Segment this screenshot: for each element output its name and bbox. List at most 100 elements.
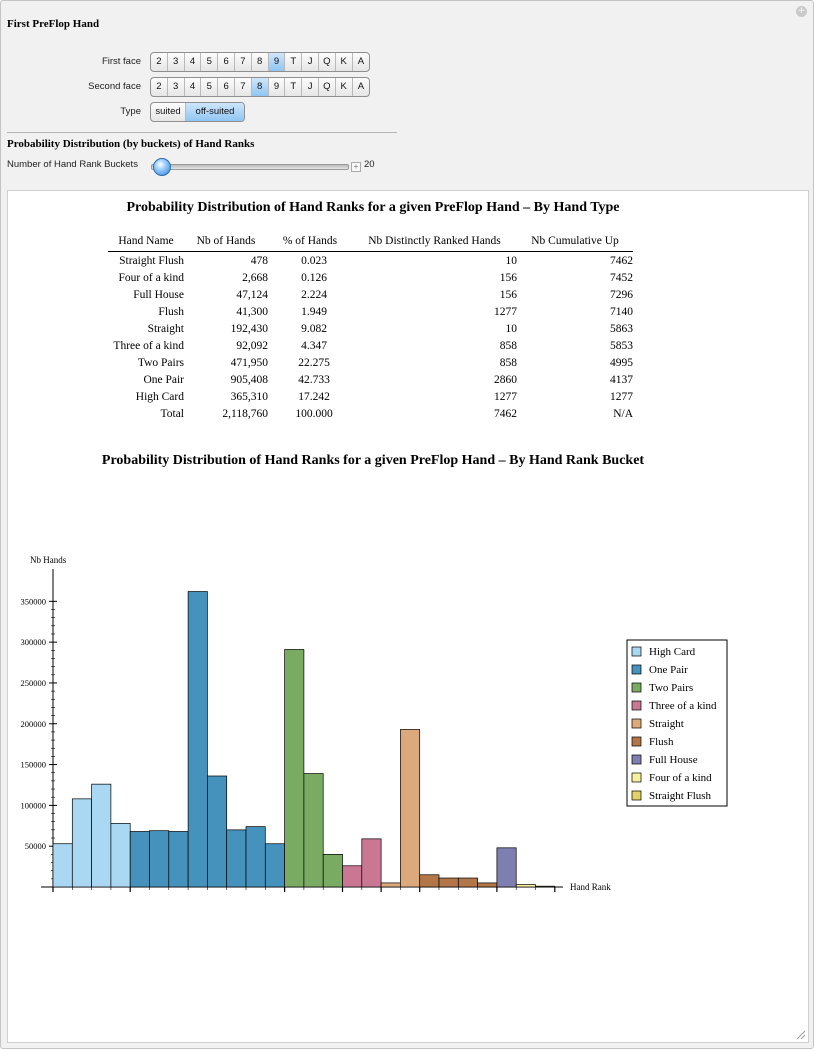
- legend-swatch: [631, 682, 642, 693]
- table-cell: 100.000: [295, 407, 333, 420]
- second-face-label: Second face: [88, 81, 141, 92]
- first-face-option-q[interactable]: Q: [319, 53, 336, 71]
- bar: [284, 649, 305, 888]
- bar: [457, 877, 478, 888]
- table-cell: 858: [499, 339, 517, 352]
- resize-grip-icon[interactable]: [795, 1029, 805, 1039]
- second-face-option-k[interactable]: K: [336, 78, 353, 96]
- bar: [207, 775, 228, 888]
- table-cell: 17.242: [298, 390, 330, 403]
- table-row: High Card 365,310 17.242 1277 1277: [108, 388, 633, 405]
- legend: High Card One Pair Two Pairs Three of a kin…: [626, 639, 728, 807]
- table-cell: 478: [250, 254, 268, 267]
- first-face-option-a[interactable]: A: [357, 56, 365, 67]
- legend-entry: Three of a kind: [649, 700, 717, 712]
- table-row: Straight 192,430 9.082 10 5863: [108, 320, 633, 337]
- slider-thumb[interactable]: [153, 158, 172, 176]
- second-face-option-9[interactable]: 9: [269, 78, 286, 96]
- second-face-option-6[interactable]: 6: [218, 78, 235, 96]
- legend-swatch: [631, 736, 642, 747]
- first-face-option-9[interactable]: 9: [268, 53, 286, 71]
- table-cell: 1.949: [301, 305, 327, 318]
- legend-swatch: [631, 700, 642, 711]
- legend-entry: Straight: [649, 718, 684, 730]
- second-face-option-q[interactable]: Q: [319, 78, 336, 96]
- table-cell: 905,408: [230, 373, 268, 386]
- y-tick-label: 250000: [21, 678, 47, 688]
- table-cell: Two Pairs: [137, 356, 184, 369]
- second-face-option-4[interactable]: 4: [185, 78, 202, 96]
- table-header-row: Hand Name Nb of Hands% of Hands Nb Distinc…: [108, 232, 633, 252]
- output-panel: Probability Distribution of Hand Ranks f…: [7, 190, 809, 1043]
- first-face-option-t[interactable]: T: [285, 53, 303, 71]
- table-cell: Four of a kind: [118, 271, 184, 284]
- second-face-option-a[interactable]: A: [357, 81, 365, 92]
- table-row: One Pair 905,408 42.733 2860 4137: [108, 371, 633, 388]
- legend-swatch: [631, 718, 642, 729]
- expand-plus-icon[interactable]: +: [351, 162, 361, 172]
- table-row: Total 2,118,760 100.000 7462 N/A: [108, 405, 633, 422]
- legend-swatch: [631, 664, 642, 675]
- table-cell: 2860: [494, 373, 517, 386]
- type-option-off-suited[interactable]: off-suited: [186, 103, 244, 121]
- y-tick-label: 200000: [21, 719, 47, 729]
- table-cell: 4995: [610, 356, 633, 369]
- bar: [477, 882, 498, 888]
- legend-entry: Full House: [649, 754, 698, 766]
- first-face-option-3[interactable]: 3: [168, 53, 185, 71]
- table-cell: 7296: [610, 288, 633, 301]
- first-face-option-5[interactable]: 5: [201, 53, 219, 71]
- legend-box: [626, 639, 728, 807]
- legend-swatch: [631, 790, 642, 801]
- second-face-option-j[interactable]: J: [302, 78, 319, 96]
- first-face-option-4[interactable]: 4: [185, 53, 202, 71]
- y-tick-label: 150000: [21, 760, 47, 770]
- buckets-slider[interactable]: [151, 164, 349, 170]
- bar: [322, 854, 343, 888]
- column-header: Nb Distinctly Ranked Hands: [352, 232, 517, 252]
- x-axis-label: Hand Rank: [570, 882, 611, 892]
- table-cell: 4137: [610, 373, 633, 386]
- table-cell: 22.275: [298, 356, 330, 369]
- first-face-option-7[interactable]: 7: [235, 53, 252, 71]
- close-icon[interactable]: +: [796, 6, 807, 17]
- buckets-label: Number of Hand Rank Buckets: [7, 159, 138, 170]
- table-cell: 9.082: [301, 322, 327, 335]
- table-cell: Straight: [147, 322, 184, 335]
- table-cell: N/A: [613, 407, 633, 420]
- type-option-suited[interactable]: suited: [151, 103, 186, 121]
- legend-swatch: [631, 754, 642, 765]
- divider: [7, 132, 397, 133]
- bar: [419, 874, 440, 888]
- first-face-option-6[interactable]: 6: [218, 53, 235, 71]
- bar: [245, 826, 266, 888]
- second-face-option-7[interactable]: 7: [235, 78, 252, 96]
- table-cell: 5863: [610, 322, 633, 335]
- first-face-option-k[interactable]: K: [336, 53, 353, 71]
- table-cell: 92,092: [236, 339, 268, 352]
- bar: [342, 865, 363, 888]
- second-face-option-t[interactable]: T: [285, 78, 303, 96]
- table-cell: Full House: [133, 288, 184, 301]
- distribution-heading: Probability Distribution (by buckets) of…: [7, 138, 255, 150]
- second-face-option-2[interactable]: 2: [151, 78, 168, 96]
- second-face-option-8[interactable]: 8: [251, 78, 269, 96]
- table-row: Four of a kind 2,668 0.126 156 7452: [108, 269, 633, 286]
- second-face-option-5[interactable]: 5: [201, 78, 219, 96]
- type-setter: suited off-suited: [150, 102, 245, 122]
- y-axis-label: Nb Hands: [30, 555, 67, 565]
- first-face-option-2[interactable]: 2: [151, 53, 168, 71]
- column-header: % of Hands: [268, 232, 352, 252]
- table-cell: 858: [499, 356, 517, 369]
- bar: [149, 830, 170, 888]
- bar: [226, 829, 247, 888]
- first-face-option-8[interactable]: 8: [252, 53, 269, 71]
- bar: [110, 822, 131, 888]
- y-tick-label: 350000: [21, 596, 47, 606]
- legend-entry: Four of a kind: [649, 772, 712, 784]
- bar: [380, 882, 401, 888]
- second-face-option-3[interactable]: 3: [168, 78, 185, 96]
- table-row: Full House 47,124 2.224 156 7296: [108, 286, 633, 303]
- table-title: Probability Distribution of Hand Ranks f…: [126, 200, 620, 215]
- first-face-option-j[interactable]: J: [302, 53, 319, 71]
